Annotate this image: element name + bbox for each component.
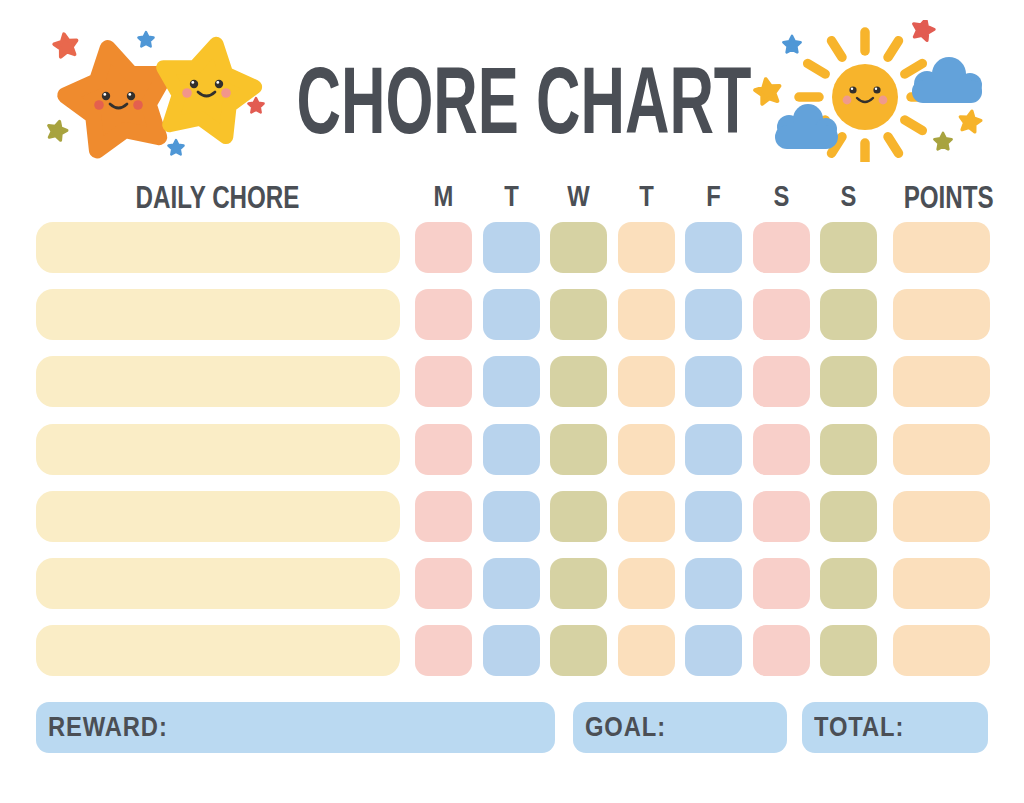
- goal-label: GOAL:: [585, 712, 666, 743]
- chore-name-field[interactable]: [36, 356, 400, 407]
- day-cell[interactable]: [753, 289, 810, 340]
- day-header: S: [825, 180, 872, 213]
- sun-clouds-icon: [752, 20, 1008, 162]
- day-cell[interactable]: [685, 558, 742, 609]
- points-cell[interactable]: [893, 491, 990, 542]
- day-cell[interactable]: [618, 222, 675, 273]
- day-header: W: [555, 180, 602, 213]
- points-cell[interactable]: [893, 558, 990, 609]
- day-cell[interactable]: [618, 491, 675, 542]
- day-cell[interactable]: [415, 222, 472, 273]
- day-header: M: [420, 180, 467, 213]
- chore-name-field[interactable]: [36, 491, 400, 542]
- day-cell[interactable]: [550, 625, 607, 676]
- chore-name-field[interactable]: [36, 558, 400, 609]
- chore-name-field[interactable]: [36, 222, 400, 273]
- chore-name-field[interactable]: [36, 424, 400, 475]
- day-cell[interactable]: [415, 491, 472, 542]
- points-header: POINTS: [904, 180, 980, 216]
- day-cell[interactable]: [685, 356, 742, 407]
- day-cell[interactable]: [415, 558, 472, 609]
- reward-label: REWARD:: [48, 712, 168, 743]
- chore-chart-page: CHORE CHART: [0, 0, 1024, 803]
- day-cell[interactable]: [415, 356, 472, 407]
- points-cell[interactable]: [893, 424, 990, 475]
- daily-chore-header: DAILY CHORE: [75, 180, 360, 216]
- day-cell[interactable]: [483, 356, 540, 407]
- day-cell[interactable]: [550, 558, 607, 609]
- day-cell[interactable]: [618, 424, 675, 475]
- day-cell[interactable]: [753, 356, 810, 407]
- chore-name-field[interactable]: [36, 625, 400, 676]
- day-cell[interactable]: [483, 625, 540, 676]
- day-cell[interactable]: [415, 424, 472, 475]
- day-cell[interactable]: [550, 222, 607, 273]
- day-cell[interactable]: [483, 222, 540, 273]
- day-cell[interactable]: [550, 289, 607, 340]
- total-field[interactable]: TOTAL:: [802, 702, 988, 753]
- day-cell[interactable]: [685, 424, 742, 475]
- chore-name-field[interactable]: [36, 289, 400, 340]
- day-cell[interactable]: [618, 625, 675, 676]
- day-cell[interactable]: [753, 625, 810, 676]
- day-cell[interactable]: [483, 289, 540, 340]
- day-header: T: [623, 180, 670, 213]
- day-cell[interactable]: [820, 558, 877, 609]
- day-cell[interactable]: [618, 558, 675, 609]
- day-cell[interactable]: [753, 491, 810, 542]
- day-header: F: [690, 180, 737, 213]
- day-cell[interactable]: [753, 222, 810, 273]
- day-cell[interactable]: [550, 356, 607, 407]
- points-cell[interactable]: [893, 625, 990, 676]
- points-cell[interactable]: [893, 356, 990, 407]
- day-cell[interactable]: [618, 289, 675, 340]
- day-cell[interactable]: [820, 625, 877, 676]
- day-cell[interactable]: [820, 289, 877, 340]
- day-cell[interactable]: [753, 424, 810, 475]
- day-cell[interactable]: [820, 356, 877, 407]
- day-header: T: [488, 180, 535, 213]
- day-cell[interactable]: [820, 491, 877, 542]
- goal-field[interactable]: GOAL:: [573, 702, 787, 753]
- day-cell[interactable]: [618, 356, 675, 407]
- day-cell[interactable]: [415, 289, 472, 340]
- day-cell[interactable]: [820, 424, 877, 475]
- points-cell[interactable]: [893, 222, 990, 273]
- day-cell[interactable]: [685, 491, 742, 542]
- points-cell[interactable]: [893, 289, 990, 340]
- day-cell[interactable]: [483, 491, 540, 542]
- day-cell[interactable]: [415, 625, 472, 676]
- day-cell[interactable]: [820, 222, 877, 273]
- day-cell[interactable]: [685, 289, 742, 340]
- day-header: S: [758, 180, 805, 213]
- day-cell[interactable]: [550, 424, 607, 475]
- day-cell[interactable]: [483, 558, 540, 609]
- day-cell[interactable]: [685, 625, 742, 676]
- day-cell[interactable]: [483, 424, 540, 475]
- day-cell[interactable]: [550, 491, 607, 542]
- day-cell[interactable]: [753, 558, 810, 609]
- total-label: TOTAL:: [814, 712, 904, 743]
- reward-field[interactable]: REWARD:: [36, 702, 555, 753]
- day-cell[interactable]: [685, 222, 742, 273]
